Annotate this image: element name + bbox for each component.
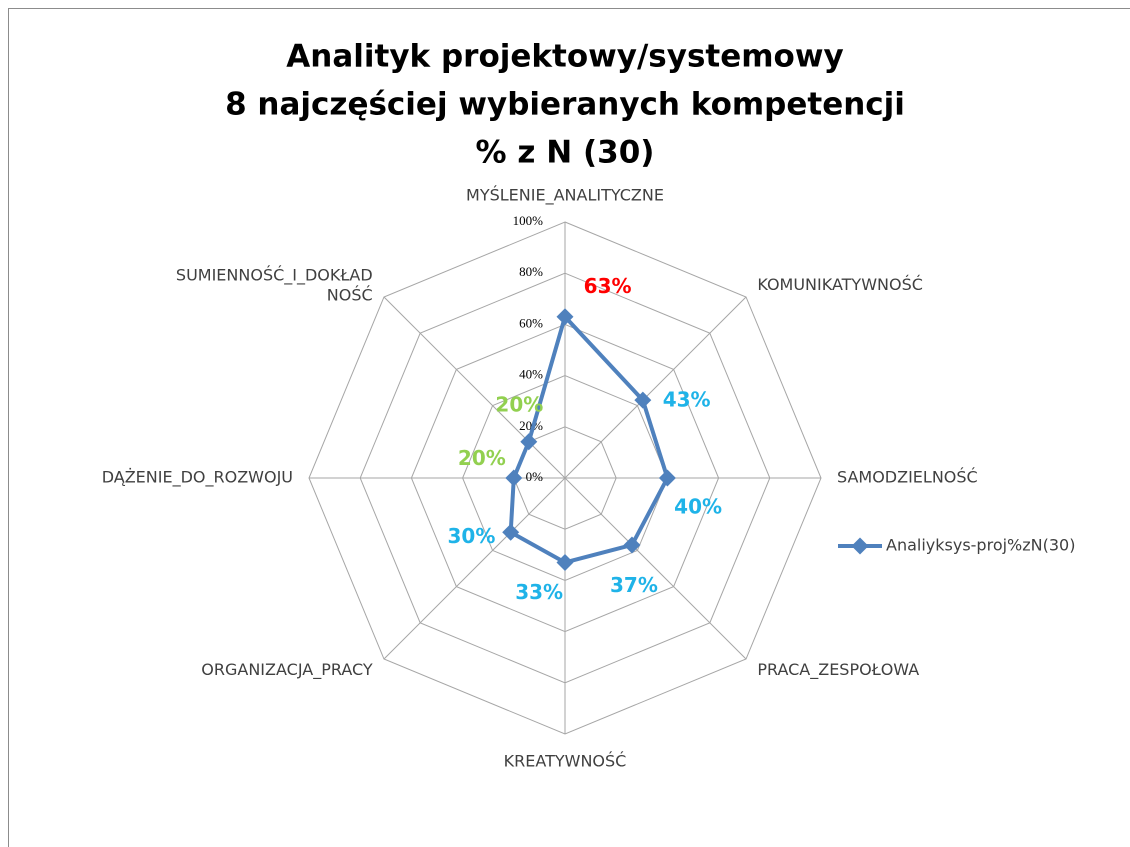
chart-title: Analityk projektowy/systemowy bbox=[286, 39, 843, 75]
category-label: SAMODZIELNOŚĆ bbox=[837, 468, 978, 487]
data-label: 43% bbox=[663, 387, 711, 411]
legend-marker bbox=[851, 537, 869, 555]
data-label: 20% bbox=[495, 393, 543, 417]
spoke bbox=[564, 296, 747, 479]
data-label: 33% bbox=[515, 580, 563, 604]
data-label: 37% bbox=[610, 573, 658, 597]
tick-label: 20% bbox=[519, 418, 543, 433]
tick-label: 100% bbox=[513, 213, 544, 228]
marker bbox=[556, 308, 574, 326]
data-label: 30% bbox=[448, 524, 496, 548]
category-label: KOMUNIKATYWNOŚĆ bbox=[757, 275, 923, 294]
chart-title: 8 najczęściej wybieranych kompetencji bbox=[225, 87, 905, 123]
category-label: DĄŻENIE_DO_ROZWOJU bbox=[102, 468, 293, 488]
marker bbox=[556, 553, 574, 571]
tick-label: 60% bbox=[519, 315, 543, 330]
data-label: 40% bbox=[674, 494, 722, 518]
category-label: ORGANIZACJA_PRACY bbox=[201, 660, 373, 680]
spoke bbox=[564, 477, 747, 660]
category-label: SUMIENNOŚĆ_I_DOKŁAD NOŚĆ bbox=[176, 265, 373, 304]
spoke bbox=[383, 477, 566, 660]
category-label: MYŚLENIE_ANALITYCZNE bbox=[466, 186, 664, 206]
tick-label: 40% bbox=[519, 367, 543, 382]
marker bbox=[623, 536, 641, 554]
marker bbox=[520, 433, 538, 451]
marker bbox=[505, 469, 523, 487]
data-label: 20% bbox=[458, 446, 506, 470]
data-label: 63% bbox=[584, 274, 632, 298]
marker bbox=[502, 523, 520, 541]
category-label: KREATYWNOŚĆ bbox=[504, 752, 627, 771]
category-label: PRACA_ZESPOŁOWA bbox=[757, 660, 919, 680]
marker bbox=[634, 391, 652, 409]
spoke bbox=[383, 296, 566, 479]
marker bbox=[658, 469, 676, 487]
legend-label: Analiyksys-proj%zN(30) bbox=[886, 536, 1075, 555]
chart-title: % z N (30) bbox=[476, 135, 655, 171]
tick-label: 0% bbox=[526, 469, 544, 484]
chart-frame bbox=[8, 8, 1130, 847]
tick-label: 80% bbox=[519, 264, 543, 279]
